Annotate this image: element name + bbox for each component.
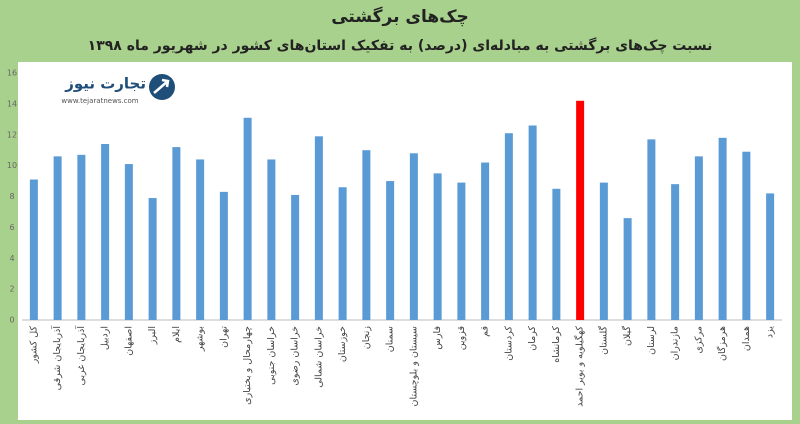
- x-tick-label: خراسان رضوی: [290, 326, 301, 386]
- bar: [576, 100, 585, 320]
- bar: [219, 191, 228, 320]
- bar: [291, 194, 300, 320]
- y-tick-label: 2: [9, 285, 14, 294]
- bar: [338, 187, 347, 320]
- bar: [742, 151, 751, 320]
- x-tick-label: آذربایجان شرقی: [50, 326, 63, 391]
- bar: [433, 173, 442, 320]
- bar: [362, 150, 371, 320]
- x-tick-label: تهران: [218, 326, 229, 348]
- x-tick-label: سیستان و بلوچستان: [408, 326, 419, 406]
- x-tick-label: همدان: [741, 326, 752, 351]
- x-tick-label: هرمزگان: [716, 326, 728, 361]
- x-tick-label: یزد: [765, 326, 776, 338]
- y-tick-label: 4: [9, 254, 14, 263]
- logo-arrow: [153, 78, 170, 94]
- x-tick-label: چهارمحال و بختیاری: [242, 326, 253, 405]
- bar: [528, 125, 537, 320]
- bar: [718, 137, 727, 320]
- bar: [29, 179, 38, 320]
- x-tick-label: مازندران: [670, 326, 681, 360]
- bar: [694, 156, 703, 320]
- y-tick-label: 10: [7, 161, 17, 170]
- bar: [766, 193, 775, 320]
- x-tick-label: اصفهان: [123, 326, 134, 356]
- x-tick-label: اردبیل: [100, 326, 111, 350]
- x-tick-label: زنجان: [361, 326, 372, 350]
- bar: [671, 184, 680, 320]
- logo-text: تجارت نیوز: [64, 75, 146, 93]
- plot-area: [18, 62, 792, 420]
- bar: [481, 162, 490, 320]
- x-tick-label: کل کشور: [28, 326, 39, 365]
- y-tick-label: 6: [9, 223, 14, 232]
- bar: [101, 144, 110, 320]
- bar: [457, 182, 466, 320]
- x-tick-label: گلستان: [597, 326, 609, 355]
- bar: [504, 133, 513, 320]
- bar: [623, 218, 632, 320]
- bar: [243, 117, 252, 320]
- bar: [647, 139, 656, 320]
- x-tick-label: سمنان: [385, 326, 396, 352]
- y-tick-label: 14: [7, 99, 17, 108]
- x-tick-label: خراسان جنوبی: [266, 326, 277, 385]
- bar: [552, 188, 561, 320]
- y-tick-label: 12: [7, 130, 17, 139]
- chart-title: چک‌های برگشتی: [331, 6, 469, 27]
- bar: [386, 181, 395, 320]
- bar: [196, 159, 205, 320]
- x-tick-label: قزوین: [456, 326, 467, 350]
- x-tick-label: آذربایجان غربی: [74, 326, 87, 386]
- bar: [53, 156, 62, 320]
- logo-url: www.tejaratnews.com: [61, 97, 138, 105]
- bar: [267, 159, 276, 320]
- logo: تجارت نیوز www.tejaratnews.com: [50, 70, 180, 106]
- x-tick-label: کهگیلویه و بویر احمد: [574, 326, 586, 407]
- x-tick-label: ایلام: [171, 326, 182, 343]
- x-tick-label: خراسان شمالی: [313, 326, 324, 388]
- bar: [148, 198, 157, 320]
- x-tick-label: کرمان: [527, 326, 538, 351]
- bar: [599, 182, 608, 320]
- x-tick-label: البرز: [147, 326, 158, 345]
- bar: [314, 136, 323, 320]
- x-tick-label: لرستان: [646, 326, 657, 355]
- x-tick-label: گیلان: [621, 326, 633, 347]
- bar: [172, 147, 181, 320]
- x-tick-label: بوشهر: [195, 326, 206, 352]
- y-tick-label: 16: [7, 69, 17, 78]
- x-tick-label: فارس: [432, 326, 443, 350]
- chart-subtitle: نسبت چک‌های برگشتی به مبادله‌ای (درصد) ب…: [88, 37, 713, 54]
- bar: [409, 153, 418, 320]
- y-tick-label: 0: [9, 316, 14, 325]
- x-tick-label: مرکزی: [693, 326, 704, 354]
- x-tick-label: خوزستان: [337, 326, 348, 362]
- bar: [77, 154, 86, 320]
- bar: [124, 164, 133, 320]
- y-tick-label: 8: [9, 192, 14, 201]
- x-tick-label: کرمانشاه: [551, 326, 562, 363]
- x-tick-label: قم: [480, 326, 491, 337]
- x-tick-label: کردستان: [503, 326, 514, 361]
